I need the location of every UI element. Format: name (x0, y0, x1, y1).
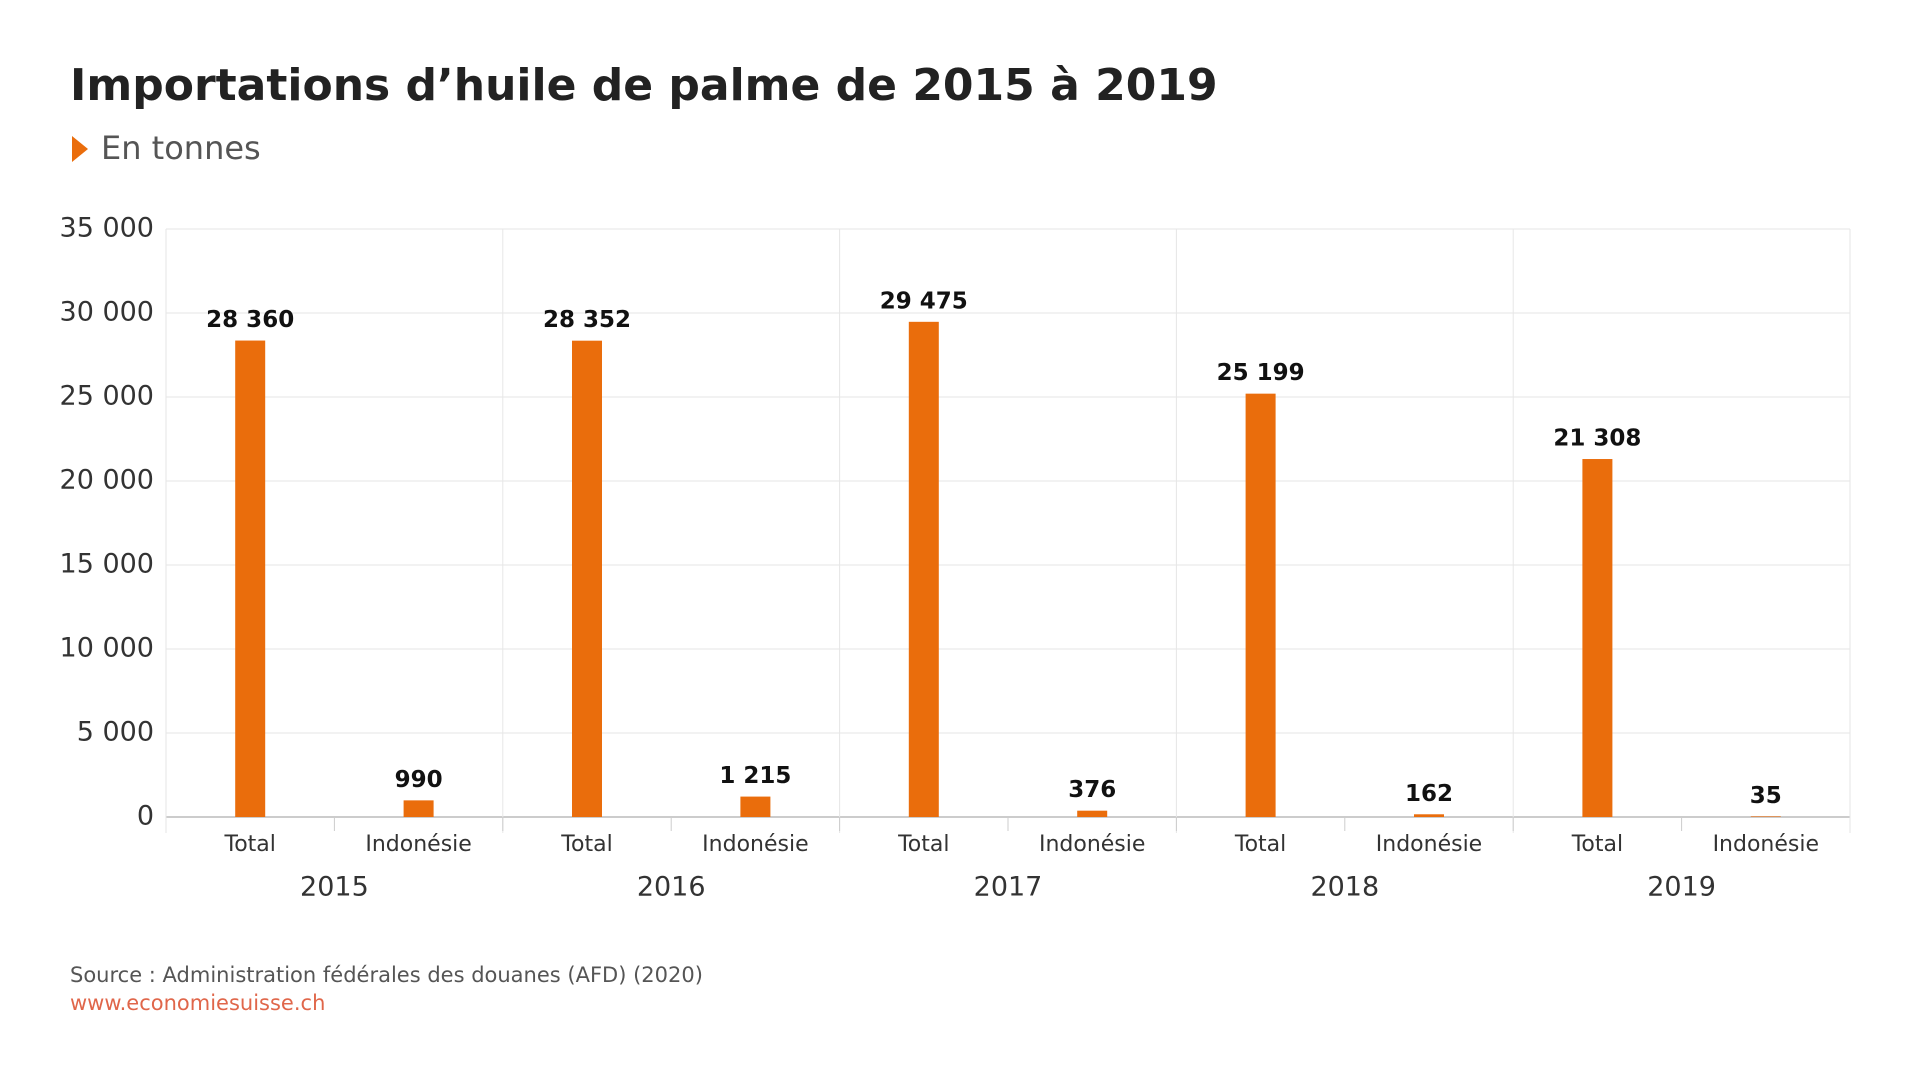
y-tick-label: 30 000 (60, 297, 154, 328)
bar (403, 800, 434, 817)
value-label: 35 (1750, 783, 1782, 809)
chart-title: Importations d’huile de palme de 2015 à … (70, 60, 1218, 111)
y-tick-label: 5 000 (77, 717, 154, 748)
y-tick-label: 35 000 (60, 213, 154, 244)
bar (1077, 810, 1108, 817)
value-label: 21 308 (1553, 426, 1641, 452)
bar (572, 340, 602, 817)
bar (908, 321, 939, 817)
subtitle-marker (72, 136, 88, 162)
x-tick-label: Indonésie (1713, 832, 1819, 857)
x-tick-label: Total (1571, 832, 1623, 857)
y-tick-label: 15 000 (60, 549, 154, 580)
x-tick-label: Indonésie (1039, 832, 1145, 857)
bar (1245, 393, 1276, 817)
bar (740, 796, 771, 817)
value-label: 162 (1405, 781, 1453, 807)
group-label: 2018 (1310, 872, 1379, 903)
group-label: 2019 (1647, 872, 1716, 903)
y-tick-label: 0 (137, 801, 154, 832)
x-tick-label: Indonésie (702, 832, 808, 857)
y-tick-label: 20 000 (60, 465, 154, 496)
source-url: www.economiesuisse.ch (70, 991, 325, 1015)
chart-subtitle: En tonnes (101, 129, 261, 167)
x-tick-label: Total (897, 832, 949, 857)
x-tick-label: Indonésie (365, 832, 471, 857)
value-label: 990 (395, 767, 443, 793)
bar (1582, 459, 1613, 817)
bar (235, 340, 266, 817)
value-label: 29 475 (880, 288, 968, 314)
group-label: 2017 (974, 872, 1043, 903)
value-label: 25 199 (1217, 360, 1305, 386)
group-label: 2016 (637, 872, 706, 903)
value-label: 1 215 (719, 763, 791, 789)
value-label: 28 360 (206, 307, 294, 333)
value-label: 376 (1068, 777, 1116, 803)
bar (1414, 814, 1444, 817)
y-tick-label: 25 000 (60, 381, 154, 412)
source: Source : Administration fédérales des do… (70, 963, 703, 987)
x-tick-label: Total (1234, 832, 1286, 857)
x-tick-label: Total (560, 832, 612, 857)
x-tick-label: Indonésie (1376, 832, 1482, 857)
group-label: 2015 (300, 872, 369, 903)
bar (1750, 816, 1781, 817)
x-tick-label: Total (224, 832, 276, 857)
y-tick-label: 10 000 (60, 633, 154, 664)
value-label: 28 352 (543, 307, 631, 333)
